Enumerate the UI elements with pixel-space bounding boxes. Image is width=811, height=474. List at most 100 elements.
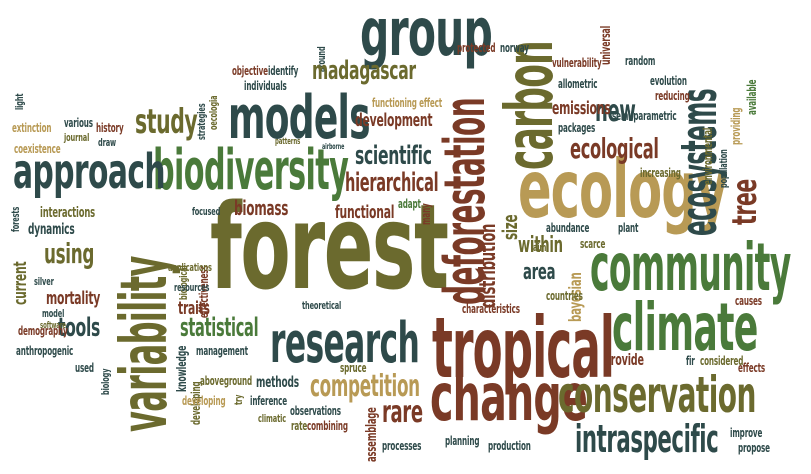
- word-methods: methods: [256, 373, 299, 391]
- word-adapt: adapt: [398, 197, 421, 211]
- word-applications: applications: [168, 261, 212, 274]
- word-draw: draw: [98, 136, 117, 149]
- word-semi-parametric: semi-parametric: [612, 109, 677, 123]
- word-ecology: ecology: [518, 143, 728, 236]
- word-interactions: interactions: [40, 205, 95, 221]
- word-knowledge: knowledge: [175, 345, 190, 392]
- word-provide: provide: [604, 350, 644, 369]
- word-group: group: [360, 0, 493, 71]
- word-forest: forest: [210, 178, 449, 316]
- word-increasing: increasing: [640, 166, 681, 180]
- word-anthropogenic: anthropogenic: [16, 344, 74, 358]
- word-patterns: patterns: [275, 137, 301, 147]
- word-study: study: [135, 102, 198, 142]
- word-mortality: mortality: [46, 288, 101, 309]
- word-climatic: climatic: [258, 412, 287, 425]
- word-extinction: extinction: [12, 121, 52, 135]
- word-inference: inference: [250, 394, 288, 408]
- word-various: various: [64, 116, 93, 130]
- word-development: development: [355, 110, 433, 131]
- word-protected: protected: [457, 41, 496, 55]
- word-scarce: scarce: [580, 237, 606, 251]
- word-evolution: evolution: [650, 74, 687, 88]
- word-observations: observations: [290, 404, 341, 418]
- word-allometric: allometric: [558, 77, 598, 91]
- word-environmental: environmental: [701, 127, 715, 185]
- word-tropical: tropical: [432, 299, 615, 397]
- word-characteristics: characteristics: [462, 302, 520, 316]
- word-size: size: [498, 214, 522, 240]
- word-biology: biology: [99, 368, 112, 395]
- word-production: production: [488, 439, 531, 453]
- word-reducing: reducing: [655, 89, 690, 103]
- word-community: community: [590, 229, 791, 306]
- word-models: models: [228, 83, 371, 153]
- word-countries: countries: [546, 289, 583, 303]
- word-packages: packages: [558, 121, 596, 135]
- word-objective: objective: [232, 64, 268, 78]
- word-emissions: emissions: [552, 98, 611, 119]
- word-madagascar: madagascar: [312, 56, 416, 86]
- word-random: random: [625, 54, 656, 68]
- word-focused: focused: [192, 205, 221, 218]
- word-available: available: [745, 79, 759, 115]
- word-resources: resources: [174, 281, 210, 294]
- word-coexistence: coexistence: [14, 142, 61, 156]
- word-combining: combining: [307, 419, 348, 433]
- word-competition: competition: [310, 369, 420, 404]
- word-used: used: [75, 361, 94, 375]
- word-tools: tools: [58, 313, 100, 343]
- word-using: using: [44, 237, 95, 270]
- word-aim: aim: [533, 241, 547, 254]
- word-approach: approach: [13, 144, 166, 200]
- word-rare: rare: [382, 395, 423, 430]
- word-traits: traits: [178, 298, 210, 319]
- word-functional: functional: [335, 202, 395, 223]
- word-norway: norway: [500, 41, 529, 55]
- word-theoretical: theoretical: [302, 299, 342, 312]
- word-vulnerability: vulnerability: [552, 56, 602, 70]
- word-oecologia: oecologia: [207, 95, 220, 130]
- word-dynamics: dynamics: [28, 220, 75, 238]
- word-assemblage: assemblage: [364, 407, 380, 462]
- word-individuals: individuals: [244, 79, 287, 93]
- word-climate: climate: [612, 289, 758, 366]
- word-planning: planning: [445, 434, 480, 448]
- word-fir: fir: [686, 354, 695, 368]
- word-distribution: distribution: [476, 223, 501, 308]
- word-software: software: [40, 321, 66, 331]
- word-improve: improve: [730, 426, 763, 440]
- word-scientific: scientific: [355, 141, 432, 171]
- word-current: current: [10, 261, 31, 305]
- word-spruce: spruce: [340, 361, 367, 375]
- word-universal: universal: [599, 25, 614, 65]
- word-ecological: ecological: [570, 132, 659, 165]
- word-aboveground: aboveground: [200, 374, 253, 388]
- word-identify: identify: [268, 64, 299, 78]
- word-many: many: [419, 203, 433, 225]
- word-considered: considered: [700, 354, 744, 368]
- word-plant: plant: [618, 221, 639, 235]
- word-model: model: [42, 307, 65, 320]
- word-new: new: [595, 94, 636, 129]
- word-demography: demography: [18, 324, 68, 338]
- word-within: within: [518, 233, 563, 258]
- word-intraspecific: intraspecific: [575, 417, 719, 461]
- word-functioning-effect: functioning effect: [372, 96, 443, 110]
- word-processes: processes: [382, 439, 422, 453]
- word-try: try: [232, 394, 245, 405]
- word-tree: tree: [725, 179, 765, 225]
- word-biodiversity: biodiversity: [153, 138, 349, 203]
- word-biomass: biomass: [234, 196, 289, 220]
- word-forests: forests: [9, 206, 22, 232]
- word-causes: causes: [735, 294, 762, 308]
- word-population: population: [717, 149, 730, 188]
- word-light: light: [13, 93, 26, 110]
- word-developing: developing: [182, 394, 226, 408]
- word-research: research: [270, 311, 420, 376]
- word-statistical: statistical: [180, 313, 259, 343]
- word-rate: rate: [291, 419, 308, 433]
- word-providing: providing: [729, 107, 743, 145]
- word-propose: propose: [738, 441, 770, 455]
- word-management: management: [196, 344, 248, 358]
